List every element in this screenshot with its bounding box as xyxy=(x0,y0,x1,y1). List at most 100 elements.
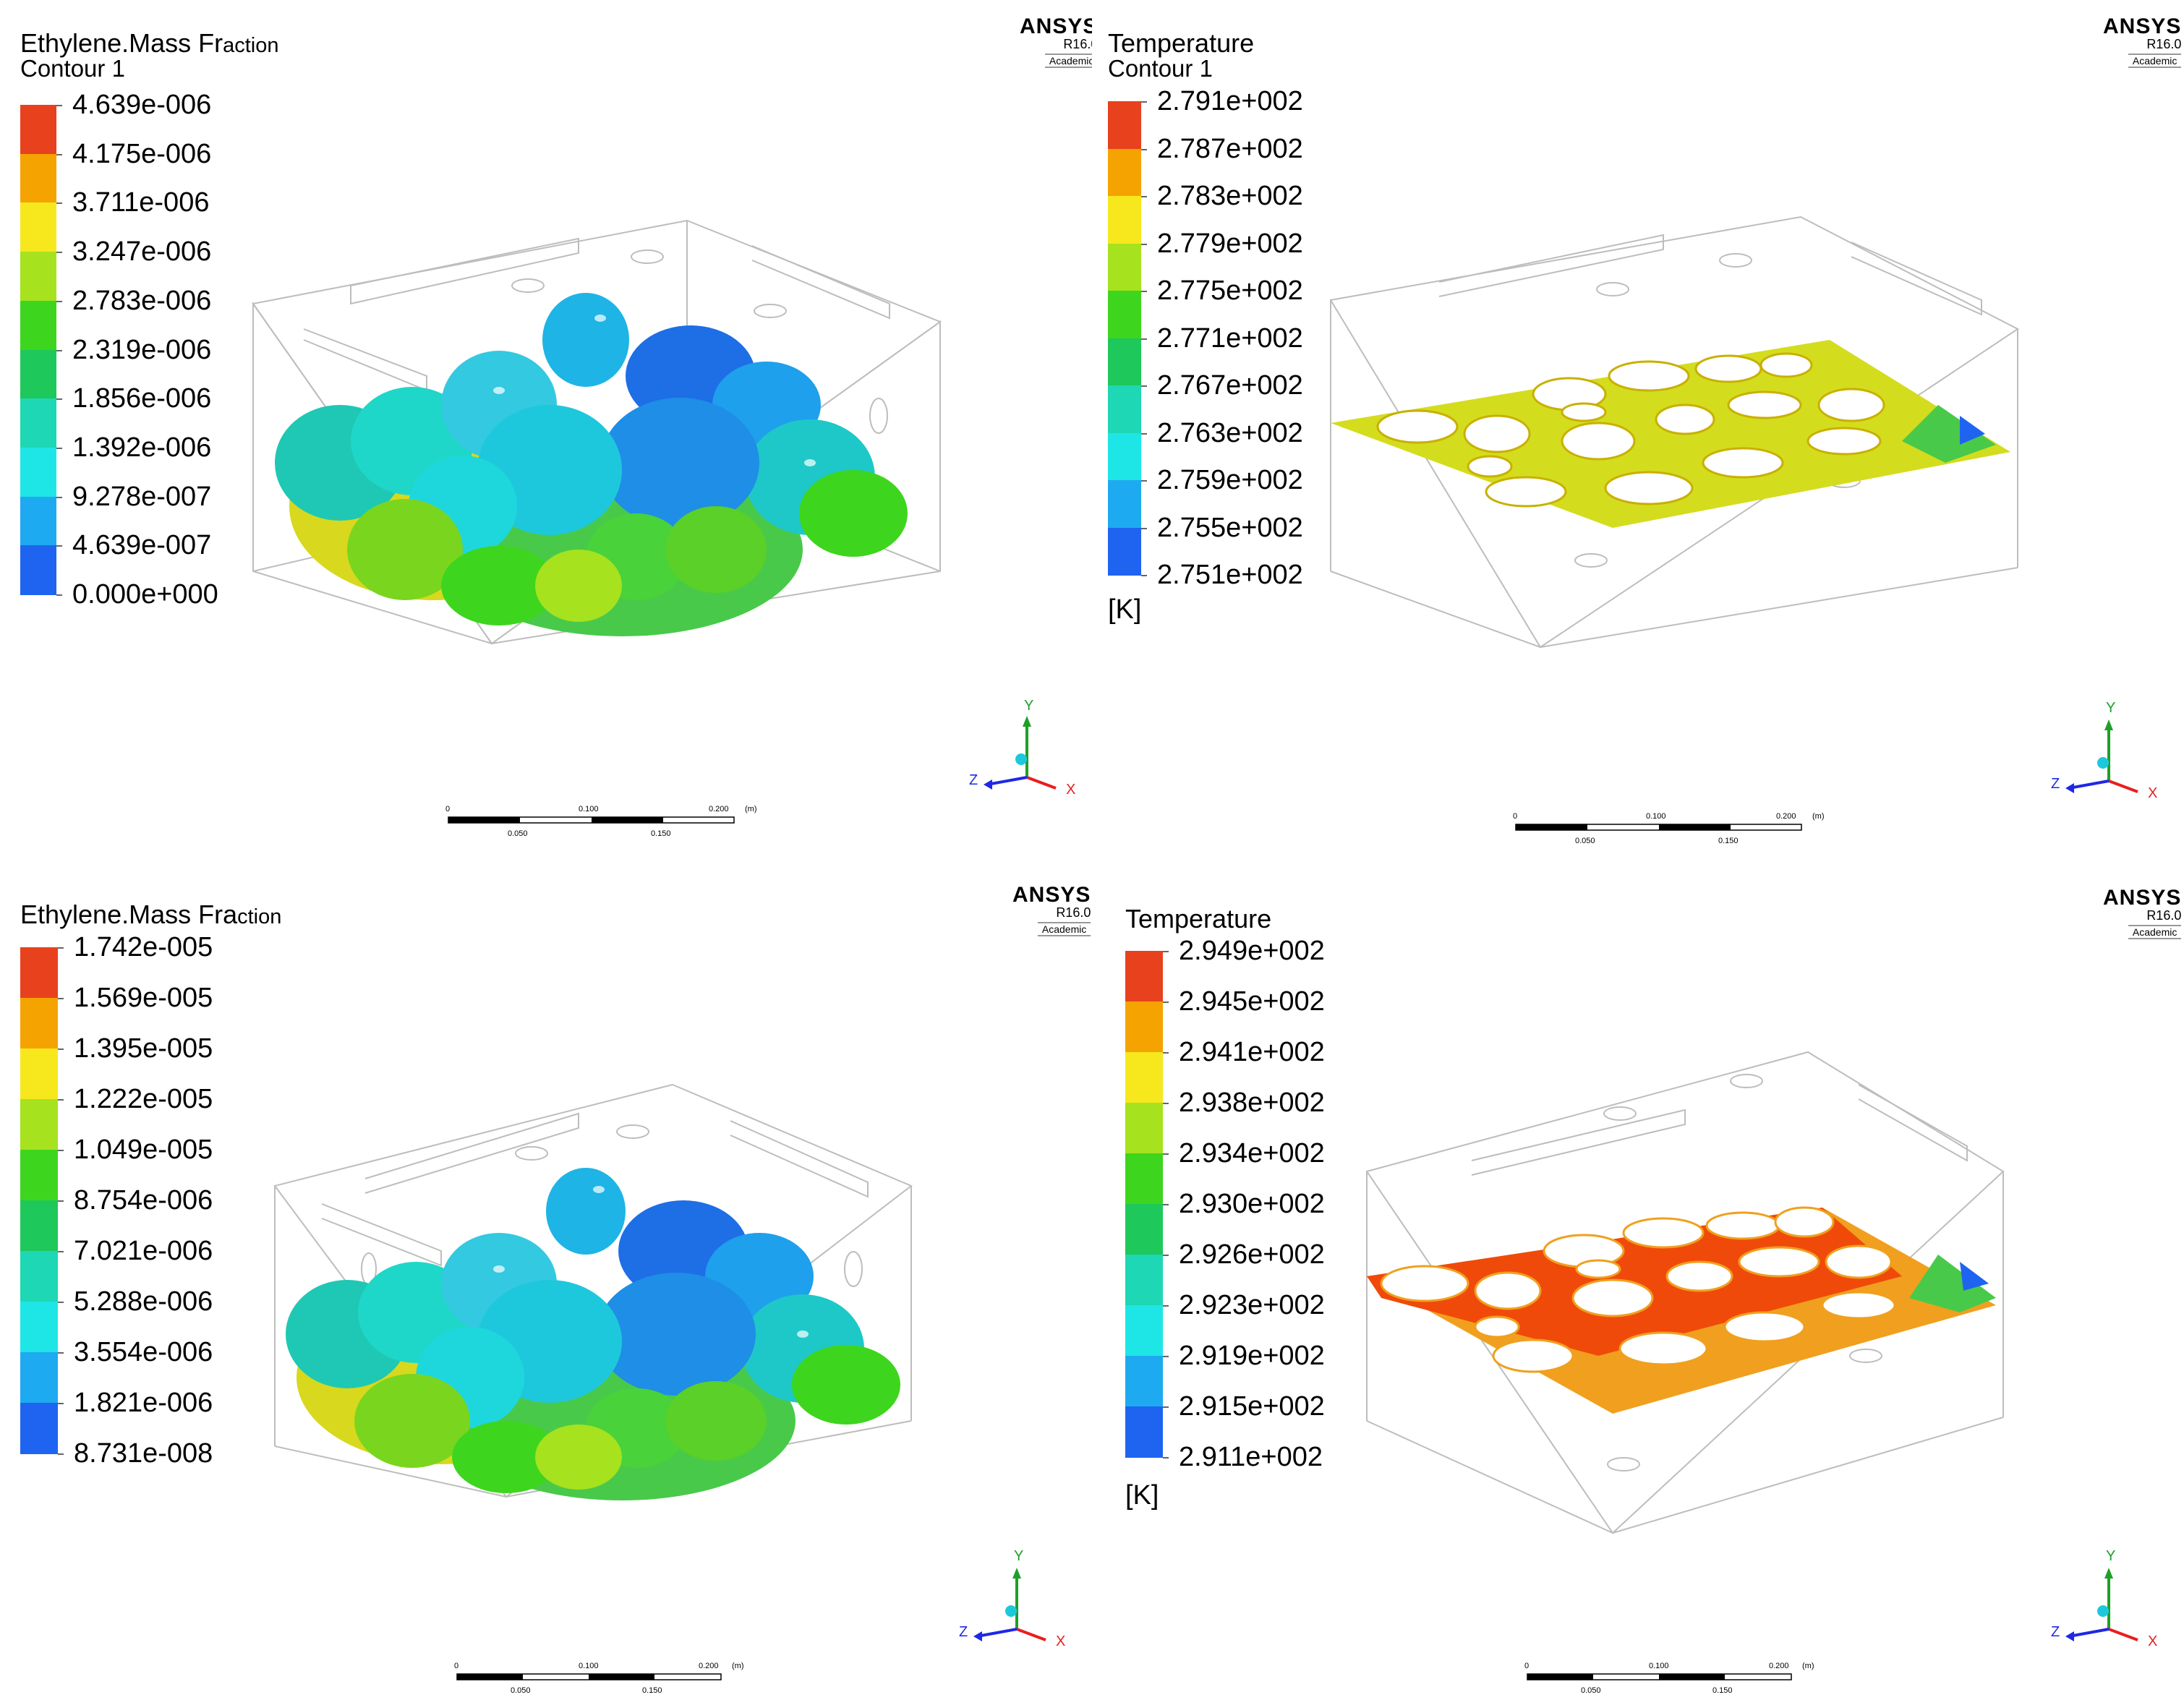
legend-level-label: 1.049e-005 xyxy=(74,1135,213,1165)
axis-x-label: X xyxy=(2148,785,2157,801)
legend-color-band xyxy=(1125,1153,1163,1205)
legend-level-label: 2.755e+002 xyxy=(1157,512,1303,543)
scale-bar xyxy=(1515,824,1802,831)
legend-tick xyxy=(58,1251,64,1252)
legend-subtitle: Contour 1 xyxy=(20,55,125,82)
legend-title: Ethylene.Mass Fraction xyxy=(20,28,279,58)
axis-y-label: Y xyxy=(1014,1548,1023,1564)
legend-color-band xyxy=(20,1048,58,1100)
legend-level-label: 2.775e+002 xyxy=(1157,275,1303,306)
panel-temperature-contour-1: Temperature Contour 1 2.791e+002 2.787e+0… xyxy=(1092,0,2184,850)
legend-color-band xyxy=(1125,1001,1163,1053)
legend-tick xyxy=(1141,243,1147,245)
legend-tick xyxy=(1141,385,1147,387)
legend-tick xyxy=(1163,1305,1169,1307)
legend-level-label: 2.779e+002 xyxy=(1157,228,1303,259)
legend-level-label: 2.783e-006 xyxy=(72,285,212,316)
legend-color-band xyxy=(1108,338,1141,386)
legend-tick xyxy=(1163,951,1169,952)
legend-level-label: 5.288e-006 xyxy=(74,1286,213,1317)
legend-level-label: 2.938e+002 xyxy=(1179,1088,1325,1118)
scale-label-0100: 0.100 xyxy=(1649,1662,1669,1670)
scale-label-0050: 0.050 xyxy=(508,829,528,838)
legend-color-band xyxy=(20,202,56,253)
scale-label-0150: 0.150 xyxy=(1712,1686,1733,1695)
legend-tick xyxy=(1141,291,1147,292)
legend-tick xyxy=(1163,1153,1169,1155)
legend-color-band xyxy=(1108,101,1141,150)
legend-color-band xyxy=(1108,432,1141,481)
legend-color-band xyxy=(1108,385,1141,434)
legend-level-label: 1.569e-005 xyxy=(74,983,213,1013)
scale-label-0: 0 xyxy=(1524,1662,1529,1670)
legend-unit: [K] xyxy=(1108,594,1142,625)
axis-triad: Y X Z xyxy=(959,1548,1065,1649)
legend-color-band xyxy=(20,998,58,1049)
legend-level-label: 4.639e-006 xyxy=(72,90,212,120)
legend-tick xyxy=(56,398,62,401)
scale-label-0200: 0.200 xyxy=(709,805,729,813)
legend-tick xyxy=(58,1352,64,1354)
legend-level-label: 1.856e-006 xyxy=(72,383,212,414)
axis-x-label: X xyxy=(1056,1633,1065,1649)
legend-color-band xyxy=(1108,243,1141,291)
legend-color-band xyxy=(20,1352,58,1404)
legend-level-label: 1.222e-005 xyxy=(74,1084,213,1114)
legend-level-label: 1.392e-006 xyxy=(72,432,212,463)
legend-tick xyxy=(1141,575,1147,576)
legend-level-label: 2.783e+002 xyxy=(1157,181,1303,211)
legend-tick xyxy=(56,496,62,498)
legend-tick xyxy=(1163,1406,1169,1408)
panel-ethylene-mass-fraction: Ethylene.Mass Fraction 1.742e-005 1.569e-… xyxy=(0,850,1092,1699)
scale-unit: (m) xyxy=(745,805,757,813)
scale-label-0150: 0.150 xyxy=(651,829,671,838)
scale-label-0100: 0.100 xyxy=(579,805,599,813)
legend-color-band xyxy=(20,300,56,351)
legend-tick xyxy=(56,105,62,106)
legend-color-band xyxy=(20,545,56,595)
legend-tick xyxy=(58,1200,64,1202)
legend-tick xyxy=(56,545,62,547)
legend-color-band xyxy=(20,398,56,448)
legend-tick xyxy=(56,349,62,351)
scale-label-0: 0 xyxy=(454,1662,458,1670)
legend-color-band xyxy=(20,1302,58,1353)
scale-bar xyxy=(448,816,735,824)
scale-label-0150: 0.150 xyxy=(1718,837,1739,845)
legend-tick xyxy=(58,998,64,999)
legend-level-label: 8.731e-008 xyxy=(74,1438,213,1469)
legend-color-band xyxy=(1125,1305,1163,1357)
legend-tick xyxy=(1141,101,1147,103)
legend-tick xyxy=(56,300,62,302)
legend-level-label: 2.949e+002 xyxy=(1179,936,1325,966)
temperature-plane xyxy=(1367,1206,1996,1414)
legend-color-band xyxy=(1108,527,1141,576)
axis-z-label: Z xyxy=(2051,1624,2060,1640)
legend-tick xyxy=(1163,1103,1169,1104)
legend-color-band xyxy=(20,947,58,999)
legend-tick xyxy=(56,252,62,254)
legend-level-label: 0.000e+000 xyxy=(72,579,218,610)
legend-level-label: 2.934e+002 xyxy=(1179,1138,1325,1169)
legend-color-band xyxy=(20,105,56,155)
ethylene-bubbles xyxy=(286,1168,900,1500)
legend-tick xyxy=(1141,196,1147,197)
legend-color-band xyxy=(1125,1406,1163,1458)
legend-color-band xyxy=(1125,1052,1163,1103)
legend-tick xyxy=(1163,1356,1169,1357)
legend-level-label: 2.915e+002 xyxy=(1179,1391,1325,1422)
legend-color-band xyxy=(20,1251,58,1302)
legend-color-band xyxy=(20,447,56,497)
legend-tick xyxy=(1163,1052,1169,1054)
legend-level-label: 3.247e-006 xyxy=(72,236,212,268)
legend-color-band xyxy=(1125,951,1163,1002)
scale-label-0100: 0.100 xyxy=(579,1662,599,1670)
axis-z-label: Z xyxy=(969,772,978,788)
scale-label-0: 0 xyxy=(1513,812,1517,821)
axis-y-label: Y xyxy=(2106,1548,2115,1564)
legend-color-band xyxy=(20,1200,58,1252)
legend-level-label: 2.911e+002 xyxy=(1179,1442,1323,1472)
legend-level-label: 1.742e-005 xyxy=(74,932,213,962)
legend-tick xyxy=(1141,527,1147,529)
